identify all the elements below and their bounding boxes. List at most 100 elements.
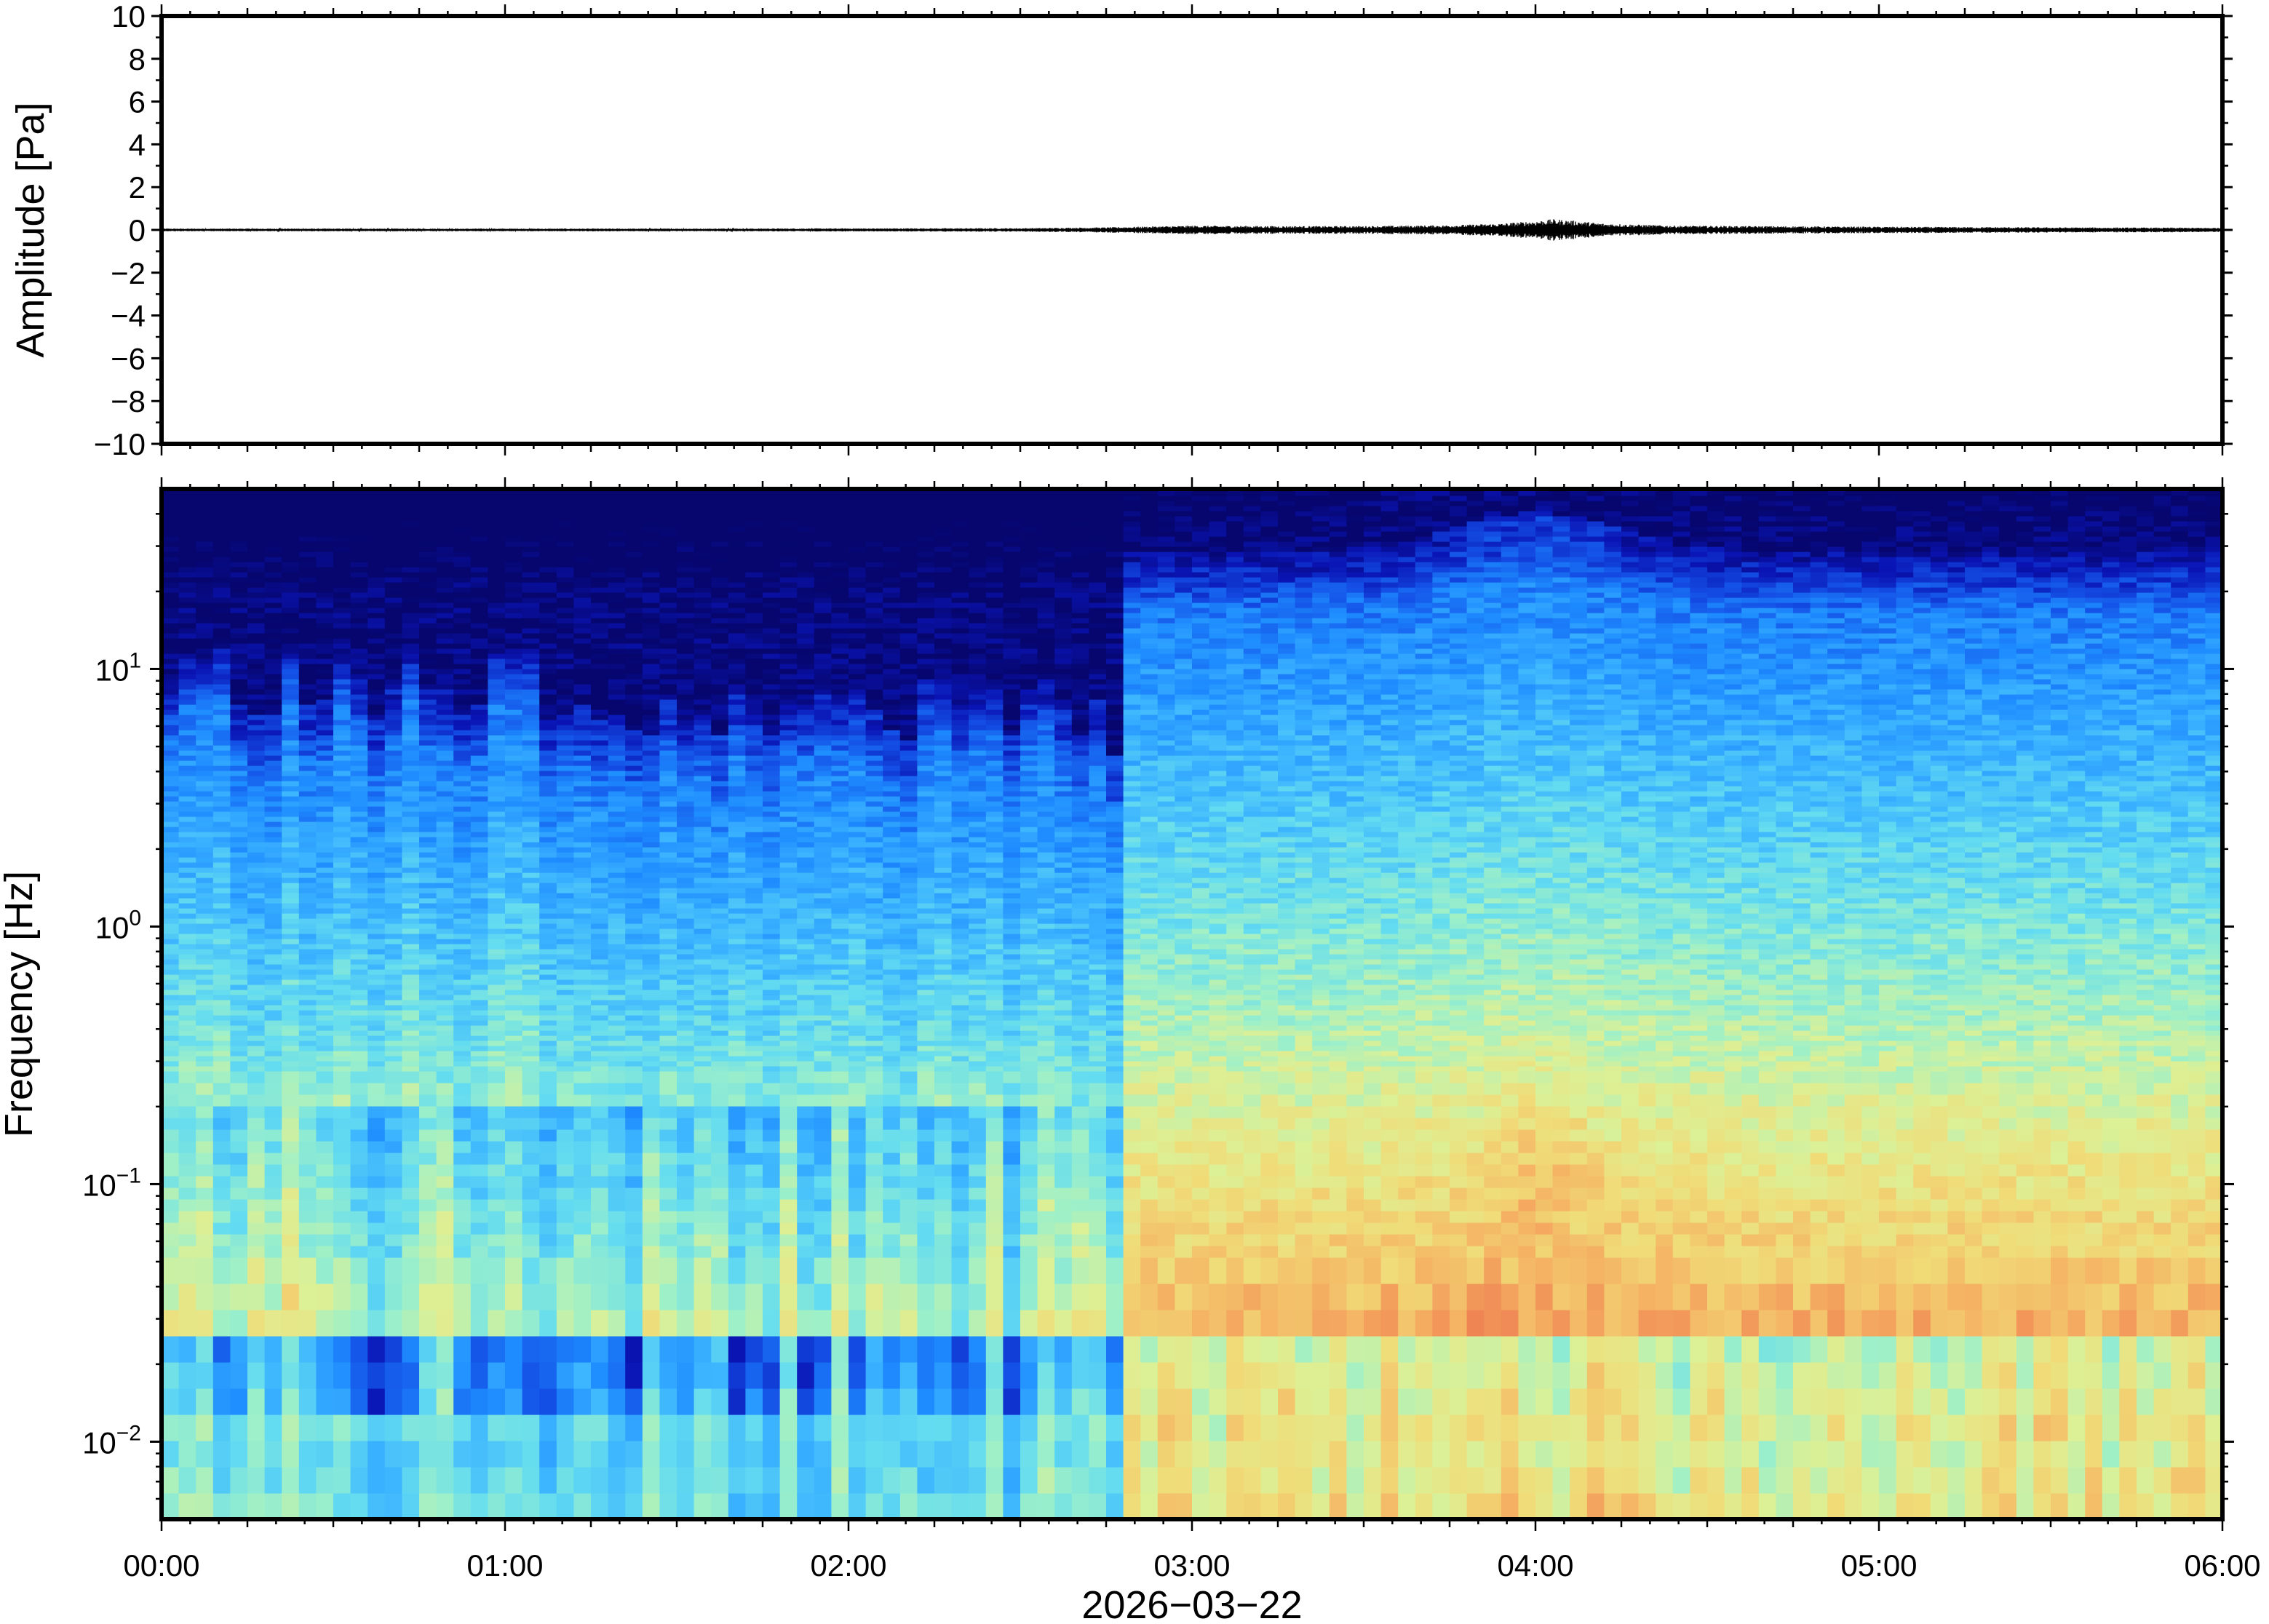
spectrogram-cell [728, 1336, 747, 1363]
spectrogram-cell [591, 974, 609, 980]
spectrogram-cell [316, 1414, 334, 1441]
spectrogram-cell [711, 521, 729, 527]
spectrogram-cell [539, 1414, 557, 1441]
spectrogram-cell [264, 1010, 282, 1016]
spectrogram-cell [539, 613, 557, 618]
spectrogram-cell [539, 1222, 557, 1235]
spectrogram-cell [436, 1199, 454, 1211]
spectrogram-cell [470, 552, 489, 557]
spectrogram-cell [694, 669, 712, 674]
spectrogram-cell [694, 541, 712, 547]
spectrogram-cell [298, 1083, 317, 1095]
spectrogram-cell [677, 939, 695, 944]
spectrogram-cell [298, 903, 317, 909]
spectrogram-cell [711, 1000, 729, 1006]
spectrogram-cell [282, 557, 300, 562]
spectrogram-cell [728, 536, 747, 542]
spectrogram-cell [522, 954, 540, 960]
spectrogram-cell [282, 664, 300, 669]
spectrogram-cell [367, 648, 386, 654]
spectrogram-cell [230, 674, 248, 680]
spectrogram-cell [453, 796, 472, 802]
spectrogram-cell [642, 1176, 661, 1188]
spectrogram-cell [642, 730, 661, 736]
spectrogram-cell [591, 923, 609, 929]
spectrogram-cell [608, 837, 626, 843]
spectrogram-cell [694, 832, 712, 837]
spectrogram-cell [196, 796, 214, 802]
spectrogram-cell [659, 745, 677, 751]
spectrogram-cell [573, 1493, 592, 1519]
spectrogram-cell [470, 608, 489, 613]
spectrogram-cell [659, 1257, 677, 1284]
spectrogram-cell [728, 669, 747, 674]
spectrogram-cell [367, 618, 386, 624]
spectrogram-cell [333, 1467, 351, 1494]
spectrogram-cell [212, 893, 231, 899]
spectrogram-cell [728, 521, 747, 527]
spectrogram-cell [247, 974, 266, 980]
spectrogram-cell [350, 918, 368, 924]
spectrogram-cell [556, 1199, 575, 1211]
spectrogram-cell [556, 658, 575, 664]
spectrogram-cell [162, 541, 180, 547]
spectrogram-cell [694, 847, 712, 853]
spectrogram-cell [350, 735, 368, 741]
spectrogram-cell [419, 776, 437, 781]
spectrogram-cell [367, 1493, 386, 1519]
spectrogram-cell [367, 715, 386, 720]
spectrogram-cell [642, 1025, 661, 1031]
spectrogram-cell [178, 903, 196, 909]
spectrogram-cell [642, 852, 661, 858]
spectrogram-cell [212, 689, 231, 695]
spectrogram-cell [539, 1493, 557, 1519]
spectrogram-cell [556, 546, 575, 552]
spectrogram-cell [282, 1493, 300, 1519]
spectrogram-cell [367, 1000, 386, 1006]
spectrogram-cell [470, 1388, 489, 1415]
spectrogram-cell [384, 1257, 403, 1284]
spectrogram-cell [316, 582, 334, 588]
spectrogram-cell [728, 1020, 747, 1026]
spectrogram-cell [436, 1310, 454, 1337]
spectrogram-cell [625, 1129, 643, 1142]
spectrogram-cell [247, 557, 266, 562]
spectrogram-cell [264, 1283, 282, 1310]
spectrogram-cell [556, 720, 575, 725]
spectrogram-cell [162, 1066, 180, 1072]
spectrogram-cell [402, 715, 420, 720]
spectrogram-cell [573, 1283, 592, 1310]
spectrogram-cell [608, 536, 626, 542]
spectrogram-cell [282, 531, 300, 537]
spectrogram-cell [247, 1493, 266, 1519]
spectrogram-cell [625, 1222, 643, 1235]
spectrogram-cell [556, 893, 575, 899]
spectrogram-cell [694, 1005, 712, 1011]
spectrogram-cell [402, 1106, 420, 1118]
spectrogram-cell [282, 1246, 300, 1258]
spectrogram-cell [333, 745, 351, 751]
spectrogram-cell [453, 765, 472, 771]
spectrogram-cell [608, 771, 626, 776]
spectrogram-cell [608, 1441, 626, 1468]
spectrogram-cell [316, 694, 334, 700]
spectrogram-cell [402, 1310, 420, 1337]
spectrogram-cell [608, 658, 626, 664]
spectrogram-cell [419, 1061, 437, 1067]
spectrogram-cell [728, 954, 747, 960]
spectrogram-cell [178, 913, 196, 919]
spectrogram-cell [298, 1046, 317, 1051]
spectrogram-cell [264, 1187, 282, 1200]
spectrogram-cell [470, 867, 489, 873]
spectrogram-cell [247, 898, 266, 904]
spectrogram-cell [642, 562, 661, 568]
spectrogram-cell [711, 541, 729, 547]
spectrogram-cell [178, 1164, 196, 1177]
spectrogram-cell [539, 1066, 557, 1072]
spectrogram-cell [419, 664, 437, 669]
spectrogram-cell [282, 995, 300, 1000]
spectrogram-cell [470, 842, 489, 848]
spectrogram-cell [728, 684, 747, 690]
spectrogram-cell [402, 944, 420, 950]
spectrogram-cell [436, 526, 454, 532]
